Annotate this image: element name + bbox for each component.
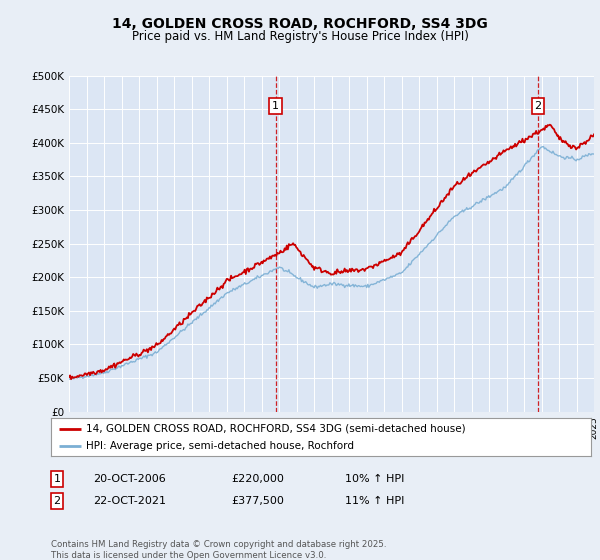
Text: 1: 1 — [53, 474, 61, 484]
Text: 1: 1 — [272, 101, 279, 111]
Text: £220,000: £220,000 — [231, 474, 284, 484]
Text: 11% ↑ HPI: 11% ↑ HPI — [345, 496, 404, 506]
Text: 2: 2 — [53, 496, 61, 506]
Text: £377,500: £377,500 — [231, 496, 284, 506]
Text: 22-OCT-2021: 22-OCT-2021 — [93, 496, 166, 506]
Text: 10% ↑ HPI: 10% ↑ HPI — [345, 474, 404, 484]
Text: HPI: Average price, semi-detached house, Rochford: HPI: Average price, semi-detached house,… — [86, 441, 354, 451]
Text: Price paid vs. HM Land Registry's House Price Index (HPI): Price paid vs. HM Land Registry's House … — [131, 30, 469, 43]
Text: 14, GOLDEN CROSS ROAD, ROCHFORD, SS4 3DG (semi-detached house): 14, GOLDEN CROSS ROAD, ROCHFORD, SS4 3DG… — [86, 423, 466, 433]
Text: 20-OCT-2006: 20-OCT-2006 — [93, 474, 166, 484]
Text: 14, GOLDEN CROSS ROAD, ROCHFORD, SS4 3DG: 14, GOLDEN CROSS ROAD, ROCHFORD, SS4 3DG — [112, 17, 488, 31]
Text: Contains HM Land Registry data © Crown copyright and database right 2025.
This d: Contains HM Land Registry data © Crown c… — [51, 540, 386, 560]
Text: 2: 2 — [535, 101, 542, 111]
